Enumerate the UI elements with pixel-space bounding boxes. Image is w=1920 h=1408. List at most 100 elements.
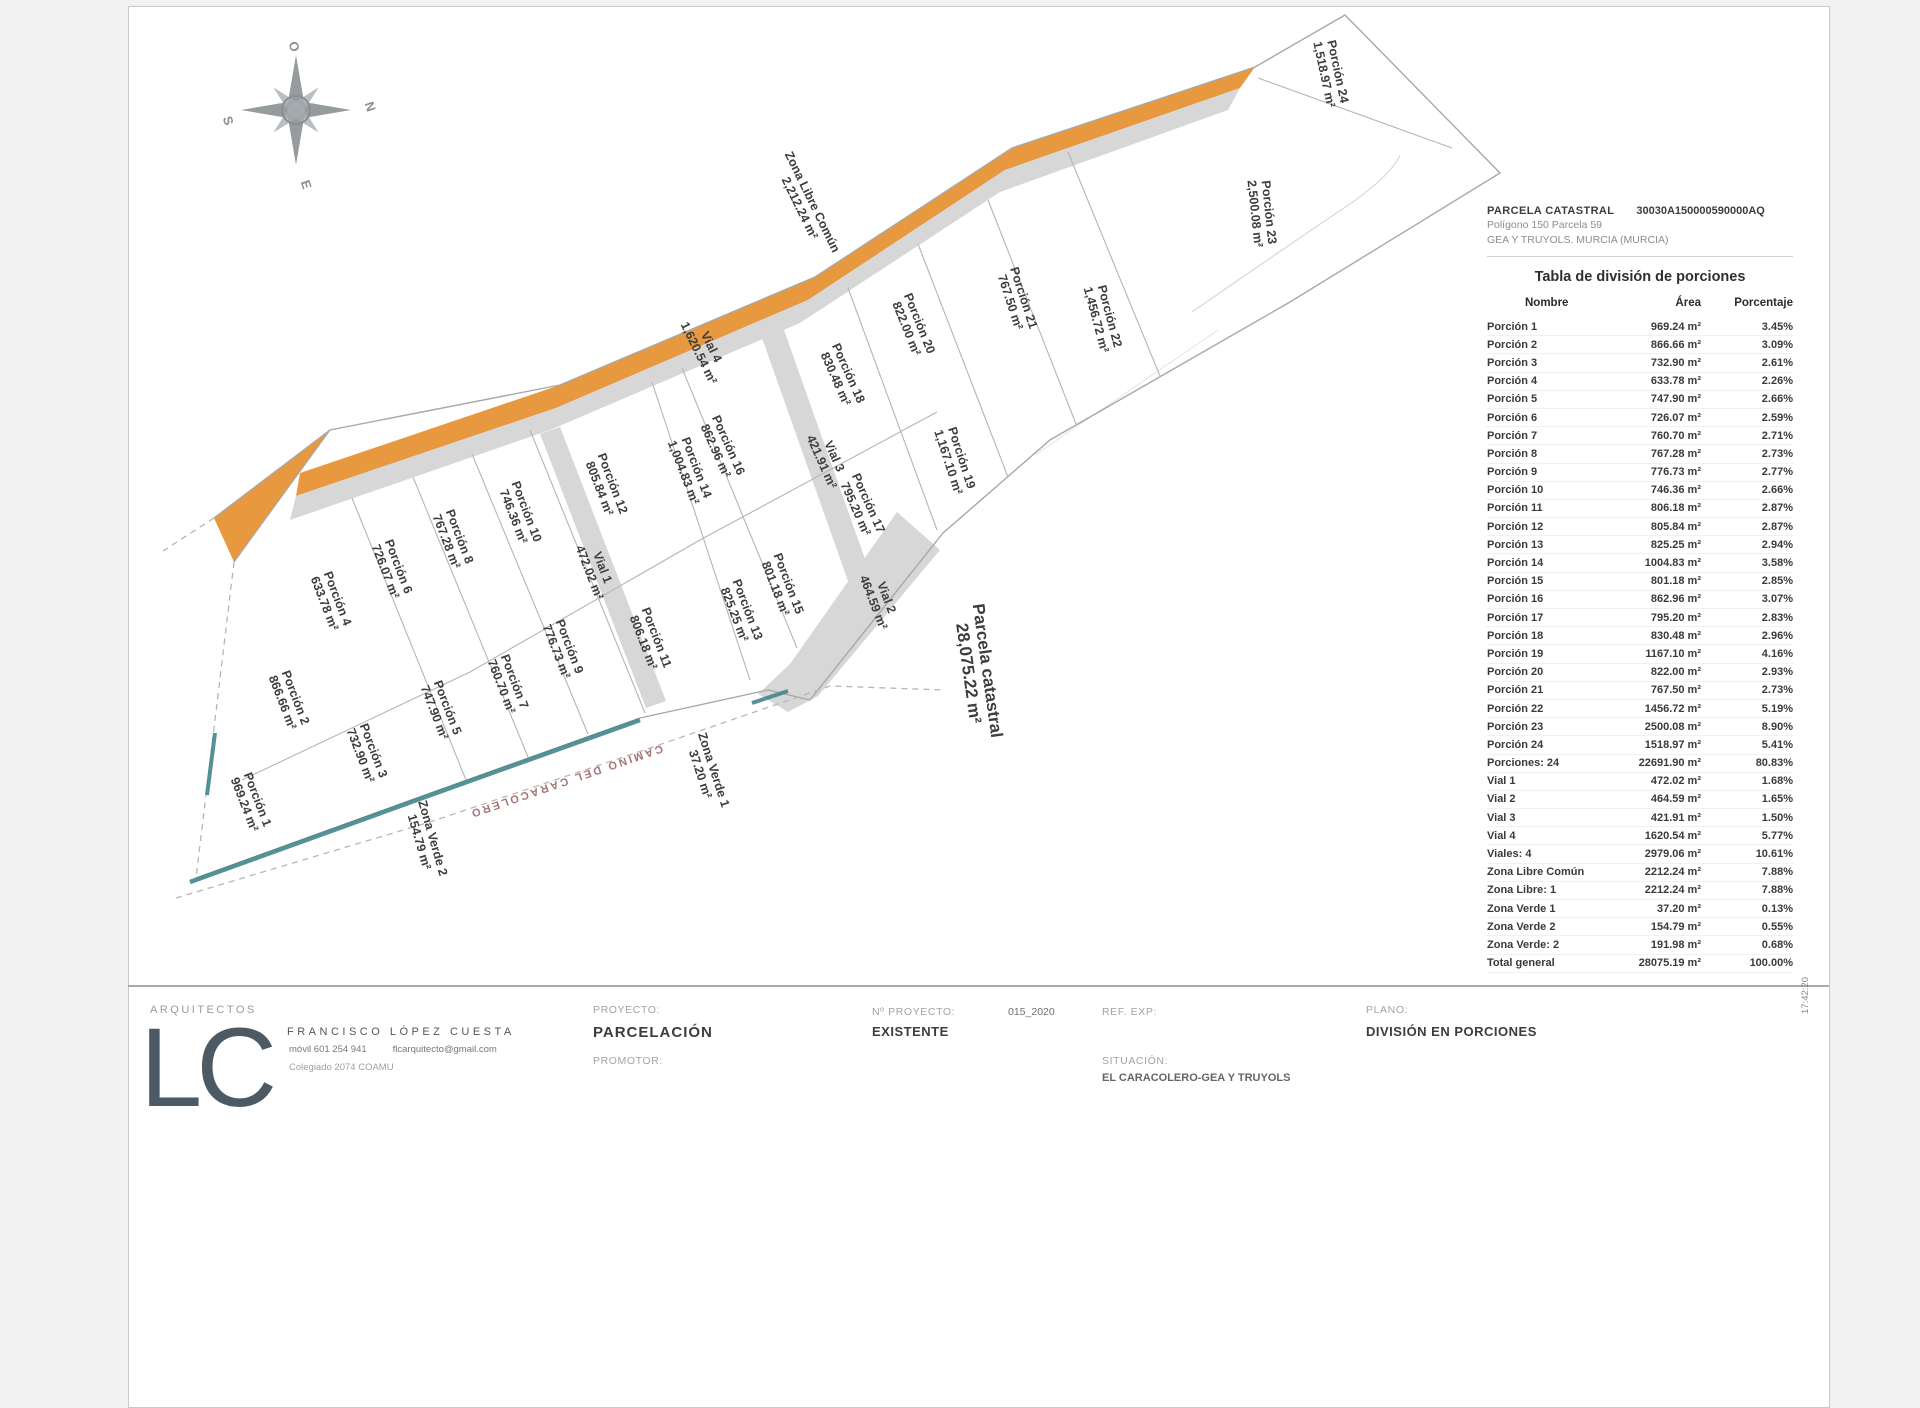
table-row: Porción 22 1456.72 m² 5.19% xyxy=(1487,700,1793,719)
table-cell-pct: 2.94% xyxy=(1761,538,1793,551)
table-row: Porción 15 801.18 m² 2.85% xyxy=(1487,573,1793,591)
table-cell-pct: 2.73% xyxy=(1761,447,1793,460)
plano-value: DIVISIÓN EN PORCIONES xyxy=(1366,1024,1537,1039)
proyecto-value: PARCELACIÓN xyxy=(593,1024,713,1041)
table-cell-area: 795.20 m² xyxy=(1650,611,1701,624)
table-row: Viales: 4 2979.06 m² 10.61% xyxy=(1487,845,1793,864)
table-cell-pct: 1.50% xyxy=(1761,811,1793,824)
vial-4-strip xyxy=(290,88,1240,520)
table-cell-pct: 2.26% xyxy=(1761,375,1793,388)
table-cell-area: 464.59 m² xyxy=(1650,793,1701,806)
camino-dashed-line xyxy=(175,685,946,899)
table-row: Porción 19 1167.10 m² 4.16% xyxy=(1487,645,1793,664)
table-cell-area: 825.25 m² xyxy=(1650,538,1701,551)
plan-label-zona-verde-1: Zona Verde 137.20 m² xyxy=(686,731,732,809)
parcela-catastral-ref: 30030A150000590000AQ xyxy=(1636,205,1765,217)
table-row: Porción 7 760.70 m² 2.71% xyxy=(1487,427,1793,446)
cadastral-table-panel: PARCELA CATASTRAL 30030A150000590000AQ P… xyxy=(1487,205,1793,973)
col-header-porcentaje: Porcentaje xyxy=(1734,297,1793,309)
architect-contact: móvil 601 254 941 flcarquitecto@gmail.com xyxy=(289,1044,497,1055)
table-cell-pct: 1.65% xyxy=(1761,793,1793,806)
table-cell-name: Porción 14 xyxy=(1487,557,1544,570)
table-cell-area: 862.96 m² xyxy=(1650,593,1701,606)
situacion-value: EL CARACOLERO-GEA Y TRUYOLS xyxy=(1102,1072,1291,1084)
table-cell-pct: 3.58% xyxy=(1761,557,1793,570)
table-cell-name: Porción 16 xyxy=(1487,593,1544,606)
table-row: Porción 18 830.48 m² 2.96% xyxy=(1487,627,1793,646)
table-cell-area: 1456.72 m² xyxy=(1644,702,1701,715)
porciones-table-body: Porción 1 969.24 m² 3.45% Porción 2 866.66 m… xyxy=(1487,318,1793,973)
table-row: Zona Verde 1 37.20 m² 0.13% xyxy=(1487,900,1793,919)
table-row: Porción 20 822.00 m² 2.93% xyxy=(1487,664,1793,682)
promotor-label: PROMOTOR: xyxy=(593,1055,663,1067)
table-cell-area: 2979.06 m² xyxy=(1644,848,1701,861)
table-cell-pct: 2.93% xyxy=(1761,666,1793,679)
table-cell-pct: 2.66% xyxy=(1761,393,1793,406)
table-cell-pct: 0.13% xyxy=(1761,902,1793,915)
vial-3-strip xyxy=(762,330,876,598)
table-cell-area: 767.50 m² xyxy=(1650,684,1701,697)
table-row: Vial 1 472.02 m² 1.68% xyxy=(1487,773,1793,791)
parcela-catastral-label: PARCELA CATASTRAL xyxy=(1487,205,1615,217)
table-cell-name: Porción 21 xyxy=(1487,684,1544,697)
table-cell-name: Porción 20 xyxy=(1487,666,1544,679)
table-cell-name: Porción 13 xyxy=(1487,538,1544,551)
table-row: Porción 2 866.66 m² 3.09% xyxy=(1487,336,1793,355)
table-cell-pct: 3.09% xyxy=(1761,338,1793,351)
table-cell-pct: 3.07% xyxy=(1761,593,1793,606)
table-cell-area: 191.98 m² xyxy=(1650,938,1701,951)
table-cell-name: Porción 22 xyxy=(1487,702,1544,715)
table-cell-pct: 2.87% xyxy=(1761,520,1793,533)
table-cell-pct: 2.83% xyxy=(1761,611,1793,624)
table-row: Vial 2 464.59 m² 1.65% xyxy=(1487,791,1793,810)
table-row: Porción 3 732.90 m² 2.61% xyxy=(1487,354,1793,373)
table-cell-pct: 4.16% xyxy=(1761,647,1793,660)
zona-verde-lines xyxy=(189,689,789,885)
table-cell-pct: 2.96% xyxy=(1761,629,1793,642)
municipio: GEA Y TRUYOLS. MURCIA (MURCIA) xyxy=(1487,234,1669,246)
table-cell-pct: 2.73% xyxy=(1761,684,1793,697)
table-cell-pct: 3.45% xyxy=(1761,320,1793,333)
plan-label-porcion-24: Porción 241,518.97 m² xyxy=(1310,39,1351,109)
table-cell-pct: 5.41% xyxy=(1761,738,1793,751)
table-cell-pct: 2.61% xyxy=(1761,356,1793,369)
table-cell-area: 2212.24 m² xyxy=(1644,884,1701,897)
table-cell-name: Vial 4 xyxy=(1487,829,1516,842)
table-cell-area: 866.66 m² xyxy=(1650,338,1701,351)
table-row: Porción 11 806.18 m² 2.87% xyxy=(1487,500,1793,519)
table-cell-name: Porción 3 xyxy=(1487,356,1538,369)
table-cell-area: 2212.24 m² xyxy=(1644,866,1701,879)
svg-text:Porción 23: Porción 23 xyxy=(1259,180,1280,245)
table-row: Porción 6 726.07 m² 2.59% xyxy=(1487,409,1793,428)
poligono-parcela: Polígono 150 Parcela 59 xyxy=(1487,219,1603,231)
table-cell-name: Zona Libre: 1 xyxy=(1487,884,1557,897)
table-cell-name: Porción 18 xyxy=(1487,629,1544,642)
table-cell-name: Porción 23 xyxy=(1487,720,1544,733)
table-cell-area: 830.48 m² xyxy=(1650,629,1701,642)
num-proyecto-value: EXISTENTE xyxy=(872,1024,949,1039)
zona-libre-triangle-edge xyxy=(233,429,331,563)
ref-exp-label: REF. EXP: xyxy=(1102,1006,1157,1018)
table-row: Porción 4 633.78 m² 2.26% xyxy=(1487,373,1793,391)
table-cell-area: 2500.08 m² xyxy=(1644,720,1701,733)
table-cell-pct: 1.68% xyxy=(1761,775,1793,788)
table-cell-name: Vial 2 xyxy=(1487,793,1516,806)
table-cell-name: Porción 8 xyxy=(1487,447,1538,460)
table-row: Porción 8 767.28 m² 2.73% xyxy=(1487,445,1793,464)
table-cell-name: Zona Verde: 2 xyxy=(1487,938,1560,951)
table-row: Porción 5 747.90 m² 2.66% xyxy=(1487,391,1793,409)
proyecto-label: PROYECTO: xyxy=(593,1004,661,1016)
situacion-label: SITUACIÓN: xyxy=(1102,1055,1169,1067)
architect-email: flcarquitecto@gmail.com xyxy=(392,1044,497,1055)
